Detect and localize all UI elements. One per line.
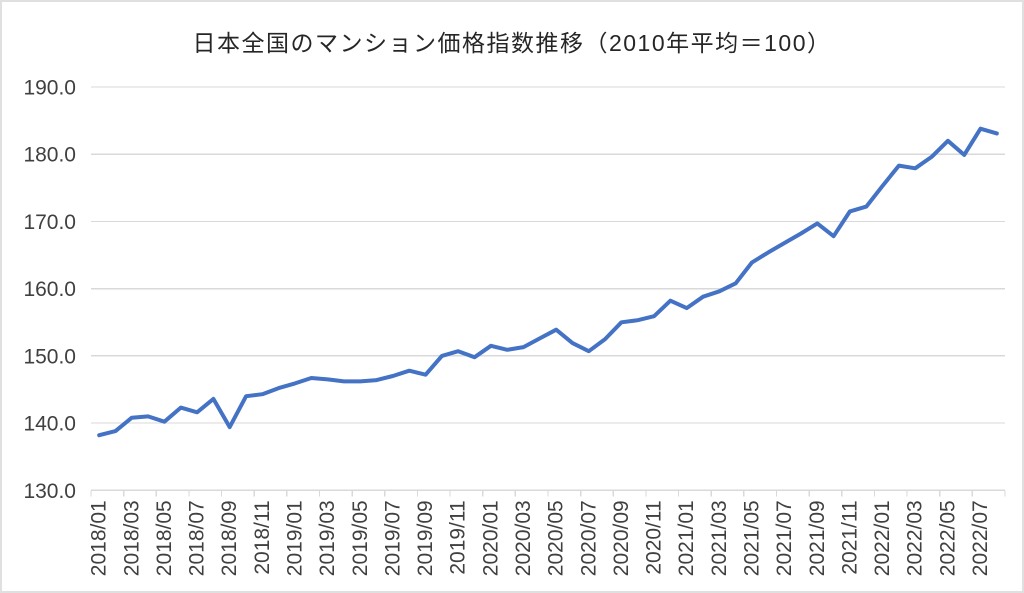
x-axis-label: 2022/01	[871, 500, 894, 576]
x-axis-label: 2018/09	[218, 500, 241, 576]
price-index-series-line	[97, 126, 999, 438]
x-axis-label: 2018/07	[186, 500, 209, 576]
y-axis-label: 150.0	[23, 345, 76, 368]
x-axis-label: 2018/01	[88, 500, 111, 576]
y-axis-label: 130.0	[23, 480, 76, 503]
x-axis-label: 2020/09	[610, 500, 633, 576]
y-axis-label: 190.0	[23, 77, 76, 100]
x-axis-label: 2021/07	[773, 500, 796, 576]
x-axis-label: 2019/11	[447, 500, 470, 574]
chart-title: 日本全国のマンション価格指数推移（2010年平均＝100）	[192, 30, 832, 56]
x-axis-label: 2021/11	[838, 500, 861, 574]
x-axis-label: 2022/03	[904, 500, 927, 576]
x-axis-label: 2020/03	[512, 500, 535, 576]
x-axis-label: 2021/01	[675, 500, 698, 576]
y-axis-label: 180.0	[23, 144, 76, 167]
x-axis-label: 2020/01	[479, 500, 502, 576]
x-axis-label: 2019/07	[381, 500, 404, 576]
x-axis-label: 2018/11	[251, 500, 274, 574]
x-axis-label: 2021/05	[741, 500, 764, 576]
x-axis-label: 2018/05	[153, 500, 176, 576]
x-axis-label: 2022/07	[969, 500, 992, 576]
y-axis-label: 140.0	[23, 413, 76, 436]
x-axis-label: 2020/11	[643, 500, 666, 574]
x-axis-label: 2020/05	[545, 500, 568, 576]
x-axis-label: 2019/09	[414, 500, 437, 576]
x-axis-label: 2021/09	[806, 500, 829, 576]
y-axis-label: 170.0	[23, 211, 76, 234]
x-axis-label: 2019/05	[349, 500, 372, 576]
x-axis-label: 2018/03	[120, 500, 143, 576]
x-axis-label: 2019/01	[284, 500, 307, 576]
x-axis-label: 2021/03	[708, 500, 731, 576]
y-axis-label: 160.0	[23, 278, 76, 301]
x-axis-label: 2022/05	[936, 500, 959, 576]
x-axis-label: 2020/07	[577, 500, 600, 576]
x-axis-label: 2019/03	[316, 500, 339, 576]
